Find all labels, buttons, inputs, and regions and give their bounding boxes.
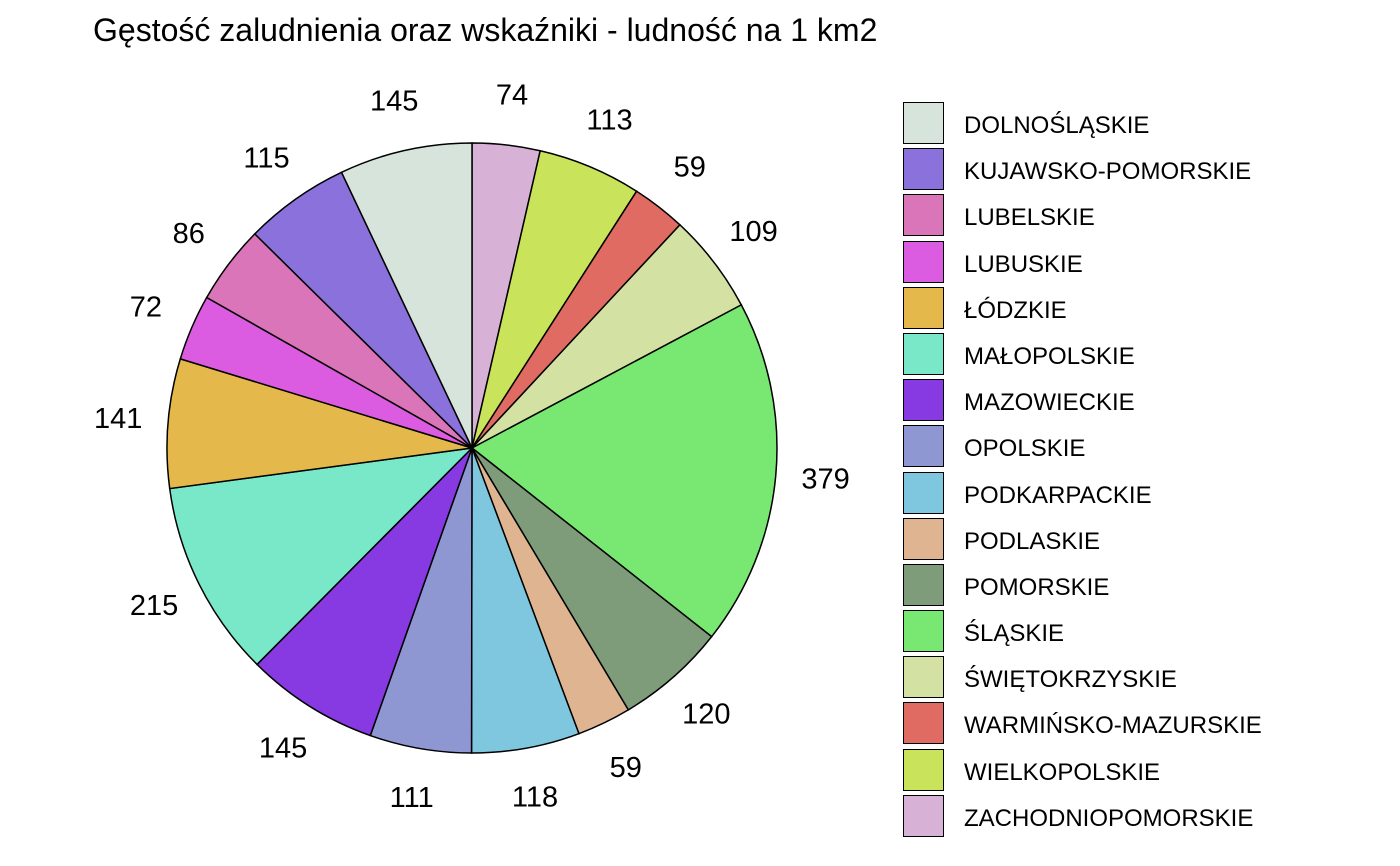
slice-label-swietokrzyskie: 109 — [729, 216, 777, 248]
slice-label-opolskie: 111 — [390, 782, 434, 814]
legend-label: PODLASKIE — [964, 528, 1100, 556]
slice-label-lubuskie: 72 — [130, 292, 162, 324]
slice-label-lubelskie: 86 — [173, 218, 205, 250]
legend-swatch — [903, 241, 944, 283]
legend-swatch — [903, 518, 944, 560]
legend-swatch — [903, 194, 944, 236]
slice-label-malopolskie: 215 — [130, 590, 178, 622]
slice-label-wielkopolskie: 113 — [586, 105, 632, 137]
legend-label: LUBELSKIE — [964, 204, 1095, 232]
legend-swatch — [903, 702, 944, 744]
legend-label: ŚLĄSKIE — [964, 620, 1064, 648]
legend-swatch — [903, 610, 944, 652]
legend-swatch — [903, 148, 944, 190]
legend-swatch — [903, 472, 944, 514]
legend-swatch — [903, 749, 944, 791]
legend-label: ZACHODNIOPOMORSKIE — [964, 805, 1253, 833]
legend-label: DOLNOŚLĄSKIE — [964, 112, 1149, 140]
legend-swatch — [903, 795, 944, 837]
legend-label: ŁÓDZKIE — [964, 297, 1067, 325]
slice-label-kujawsko-pomorskie: 115 — [243, 143, 289, 175]
legend-label: MAŁOPOLSKIE — [964, 343, 1135, 371]
slice-label-podlaskie: 59 — [610, 752, 642, 784]
legend-swatch — [903, 379, 944, 421]
legend-label: WIELKOPOLSKIE — [964, 759, 1160, 787]
slice-label-pomorskie: 120 — [682, 699, 730, 731]
legend-label: LUBUSKIE — [964, 251, 1083, 279]
slice-label-podkarpackie: 118 — [512, 781, 558, 813]
legend-swatch — [903, 564, 944, 606]
slice-label-zachodniopomorskie: 74 — [496, 79, 528, 111]
legend-label: ŚWIĘTOKRZYSKIE — [964, 666, 1177, 694]
slice-label-slaskie: 379 — [801, 464, 849, 496]
pie-chart: 74 113 59 109 379 120 59 118 111 145 215 141 72 86 115… — [0, 0, 880, 866]
slice-label-warminsko-mazurskie: 59 — [674, 152, 706, 184]
legend-swatch — [903, 425, 944, 467]
legend-label: WARMIŃSKO-MAZURSKIE — [964, 712, 1262, 740]
slice-label-mazowieckie: 145 — [259, 733, 307, 765]
legend-swatch — [903, 333, 944, 375]
legend-swatch — [903, 102, 944, 144]
legend-label: MAZOWIECKIE — [964, 389, 1135, 417]
legend-swatch — [903, 287, 944, 329]
slice-label-dolnoslaskie: 145 — [370, 86, 418, 118]
legend-label: PODKARPACKIE — [964, 482, 1152, 510]
legend-swatch — [903, 656, 944, 698]
legend-label: POMORSKIE — [964, 574, 1109, 602]
legend-label: OPOLSKIE — [964, 435, 1085, 463]
slice-label-lodzkie: 141 — [94, 403, 142, 435]
legend-label: KUJAWSKO-POMORSKIE — [964, 158, 1251, 186]
